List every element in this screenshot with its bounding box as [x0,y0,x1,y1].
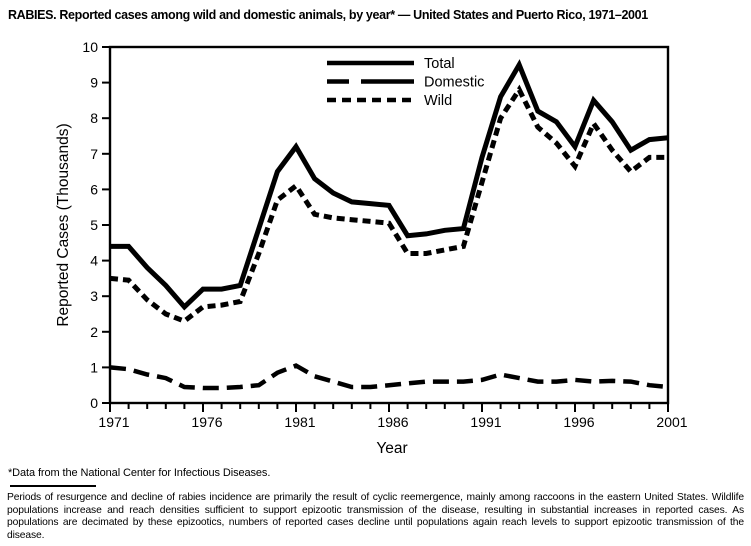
x-tick-label: 1976 [191,414,222,430]
x-tick-label: 2001 [656,414,687,430]
figure-title: RABIES. Reported cases among wild and do… [8,8,648,22]
y-tick-label: 8 [90,110,98,126]
series-domestic-line [109,363,669,391]
y-tick-label: 3 [90,288,98,304]
legend-label-total: Total [424,56,455,72]
y-tick-label: 1 [90,359,98,375]
y-tick-label: 6 [90,181,98,197]
legend-label-wild: Wild [424,93,452,109]
series-total-line [110,59,669,311]
x-tick-label: 1986 [377,414,408,430]
data-source-footnote: *Data from the National Center for Infec… [8,467,271,479]
footnote-divider [10,485,96,487]
x-tick-label: 1996 [563,414,594,430]
y-axis-title: Reported Cases (Thousands) [55,123,72,326]
x-axis-title: Year [376,440,407,457]
y-tick-label: 2 [90,324,98,340]
y-tick-label: 0 [90,395,98,411]
rabies-line-chart: 0 1 2 3 4 5 6 7 8 9 10 1971 1976 1981 1986 1991 1996 2001… [55,39,688,457]
x-tick-label: 1981 [284,414,315,430]
note-paragraph: Periods of resurgence and decline of rab… [7,492,744,542]
legend-label-domestic: Domestic [424,75,484,91]
y-tick-label: 7 [90,146,98,162]
x-tick-label: 1971 [98,414,129,430]
series-wild-line [109,84,668,324]
x-tick-label: 1991 [470,414,501,430]
y-tick-label: 9 [90,75,98,91]
y-tick-label: 5 [90,217,98,233]
y-tick-label: 4 [90,253,98,269]
y-tick-label: 10 [82,39,98,55]
